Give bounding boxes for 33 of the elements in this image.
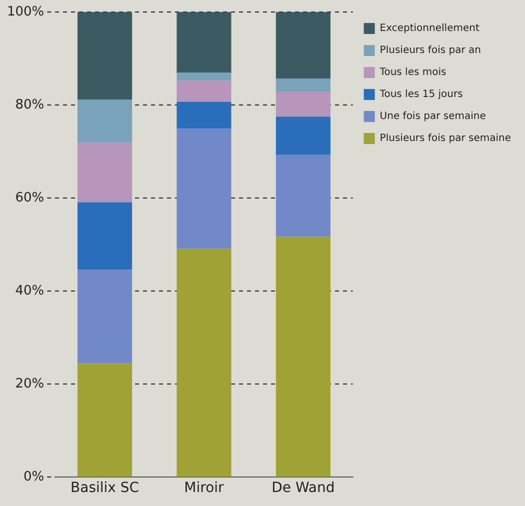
bar [276, 154, 330, 237]
x-tick-label: Basilix SC [70, 480, 140, 496]
bar [176, 12, 232, 72]
x-tick-label: Miroir [184, 480, 224, 496]
y-tick-label: 40% [15, 283, 44, 298]
bar [77, 363, 132, 477]
bar [77, 270, 132, 364]
bar [276, 78, 330, 92]
bar [276, 92, 330, 117]
bar [77, 12, 132, 100]
legend-label: Plusieurs fois par semaine [380, 133, 512, 144]
bar [276, 236, 330, 477]
bar [77, 142, 132, 202]
y-tick-label: 20% [15, 376, 44, 392]
legend-label: Une fois par semaine [380, 111, 486, 122]
bar [276, 116, 330, 155]
bar [276, 12, 330, 79]
y-tick-label: 80% [15, 97, 44, 112]
bar [176, 102, 232, 129]
bar [176, 128, 232, 249]
bar [77, 202, 132, 270]
y-tick-label: 0% [24, 470, 44, 485]
y-tick-label: 100% [6, 4, 44, 20]
bar [176, 248, 232, 477]
y-tick-label: 60% [15, 190, 44, 206]
bar [176, 72, 232, 80]
legend-label: Exceptionnellement [380, 23, 480, 34]
x-tick-label: De Wand [272, 480, 335, 496]
bar [77, 99, 132, 143]
legend-label: Tous les 15 jours [378, 89, 463, 100]
legend-label: Plusieurs fois par an [380, 45, 481, 56]
legend-label: Tous les mois [378, 67, 446, 78]
bar [176, 80, 232, 102]
